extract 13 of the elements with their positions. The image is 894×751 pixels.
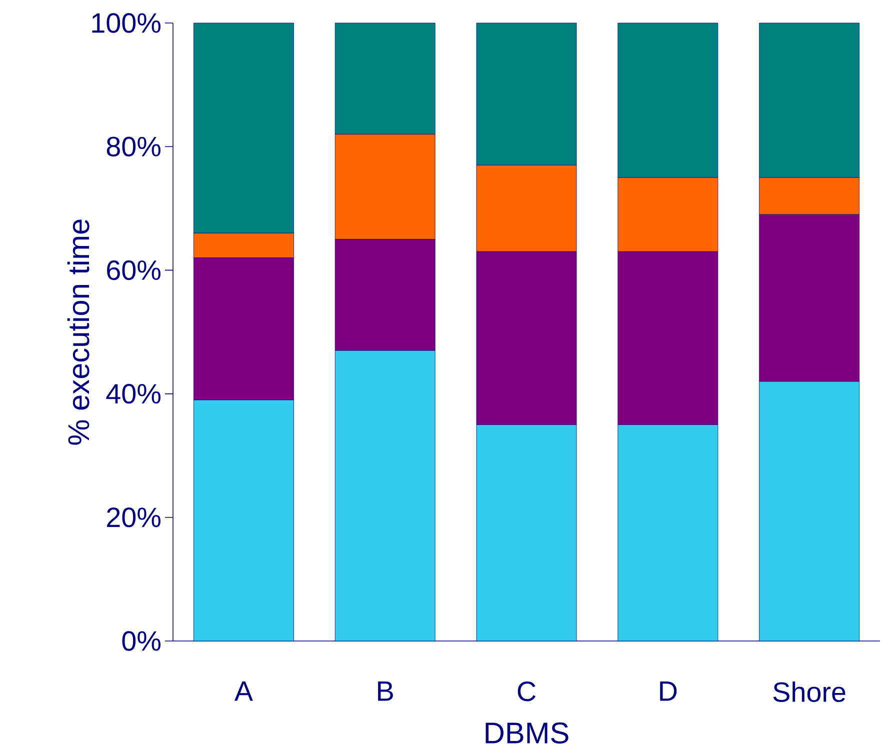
y-tick-label: 40% (106, 384, 160, 404)
x-tick-label: D (660, 682, 677, 701)
x-axis-title: DBMS (486, 722, 568, 744)
x-tick-label: C (518, 682, 536, 702)
x-tick-label: Shore (773, 682, 846, 702)
y-tick-label: 80% (106, 136, 160, 156)
y-tick-label: 100% (92, 13, 160, 33)
y-tick-label: 0% (122, 631, 160, 651)
x-tick-label: A (234, 682, 253, 701)
y-tick-label: 20% (107, 508, 160, 528)
y-axis-title: % execution time (67, 220, 90, 445)
y-tick-label: 60% (107, 260, 160, 280)
x-tick-label: B (378, 682, 393, 701)
